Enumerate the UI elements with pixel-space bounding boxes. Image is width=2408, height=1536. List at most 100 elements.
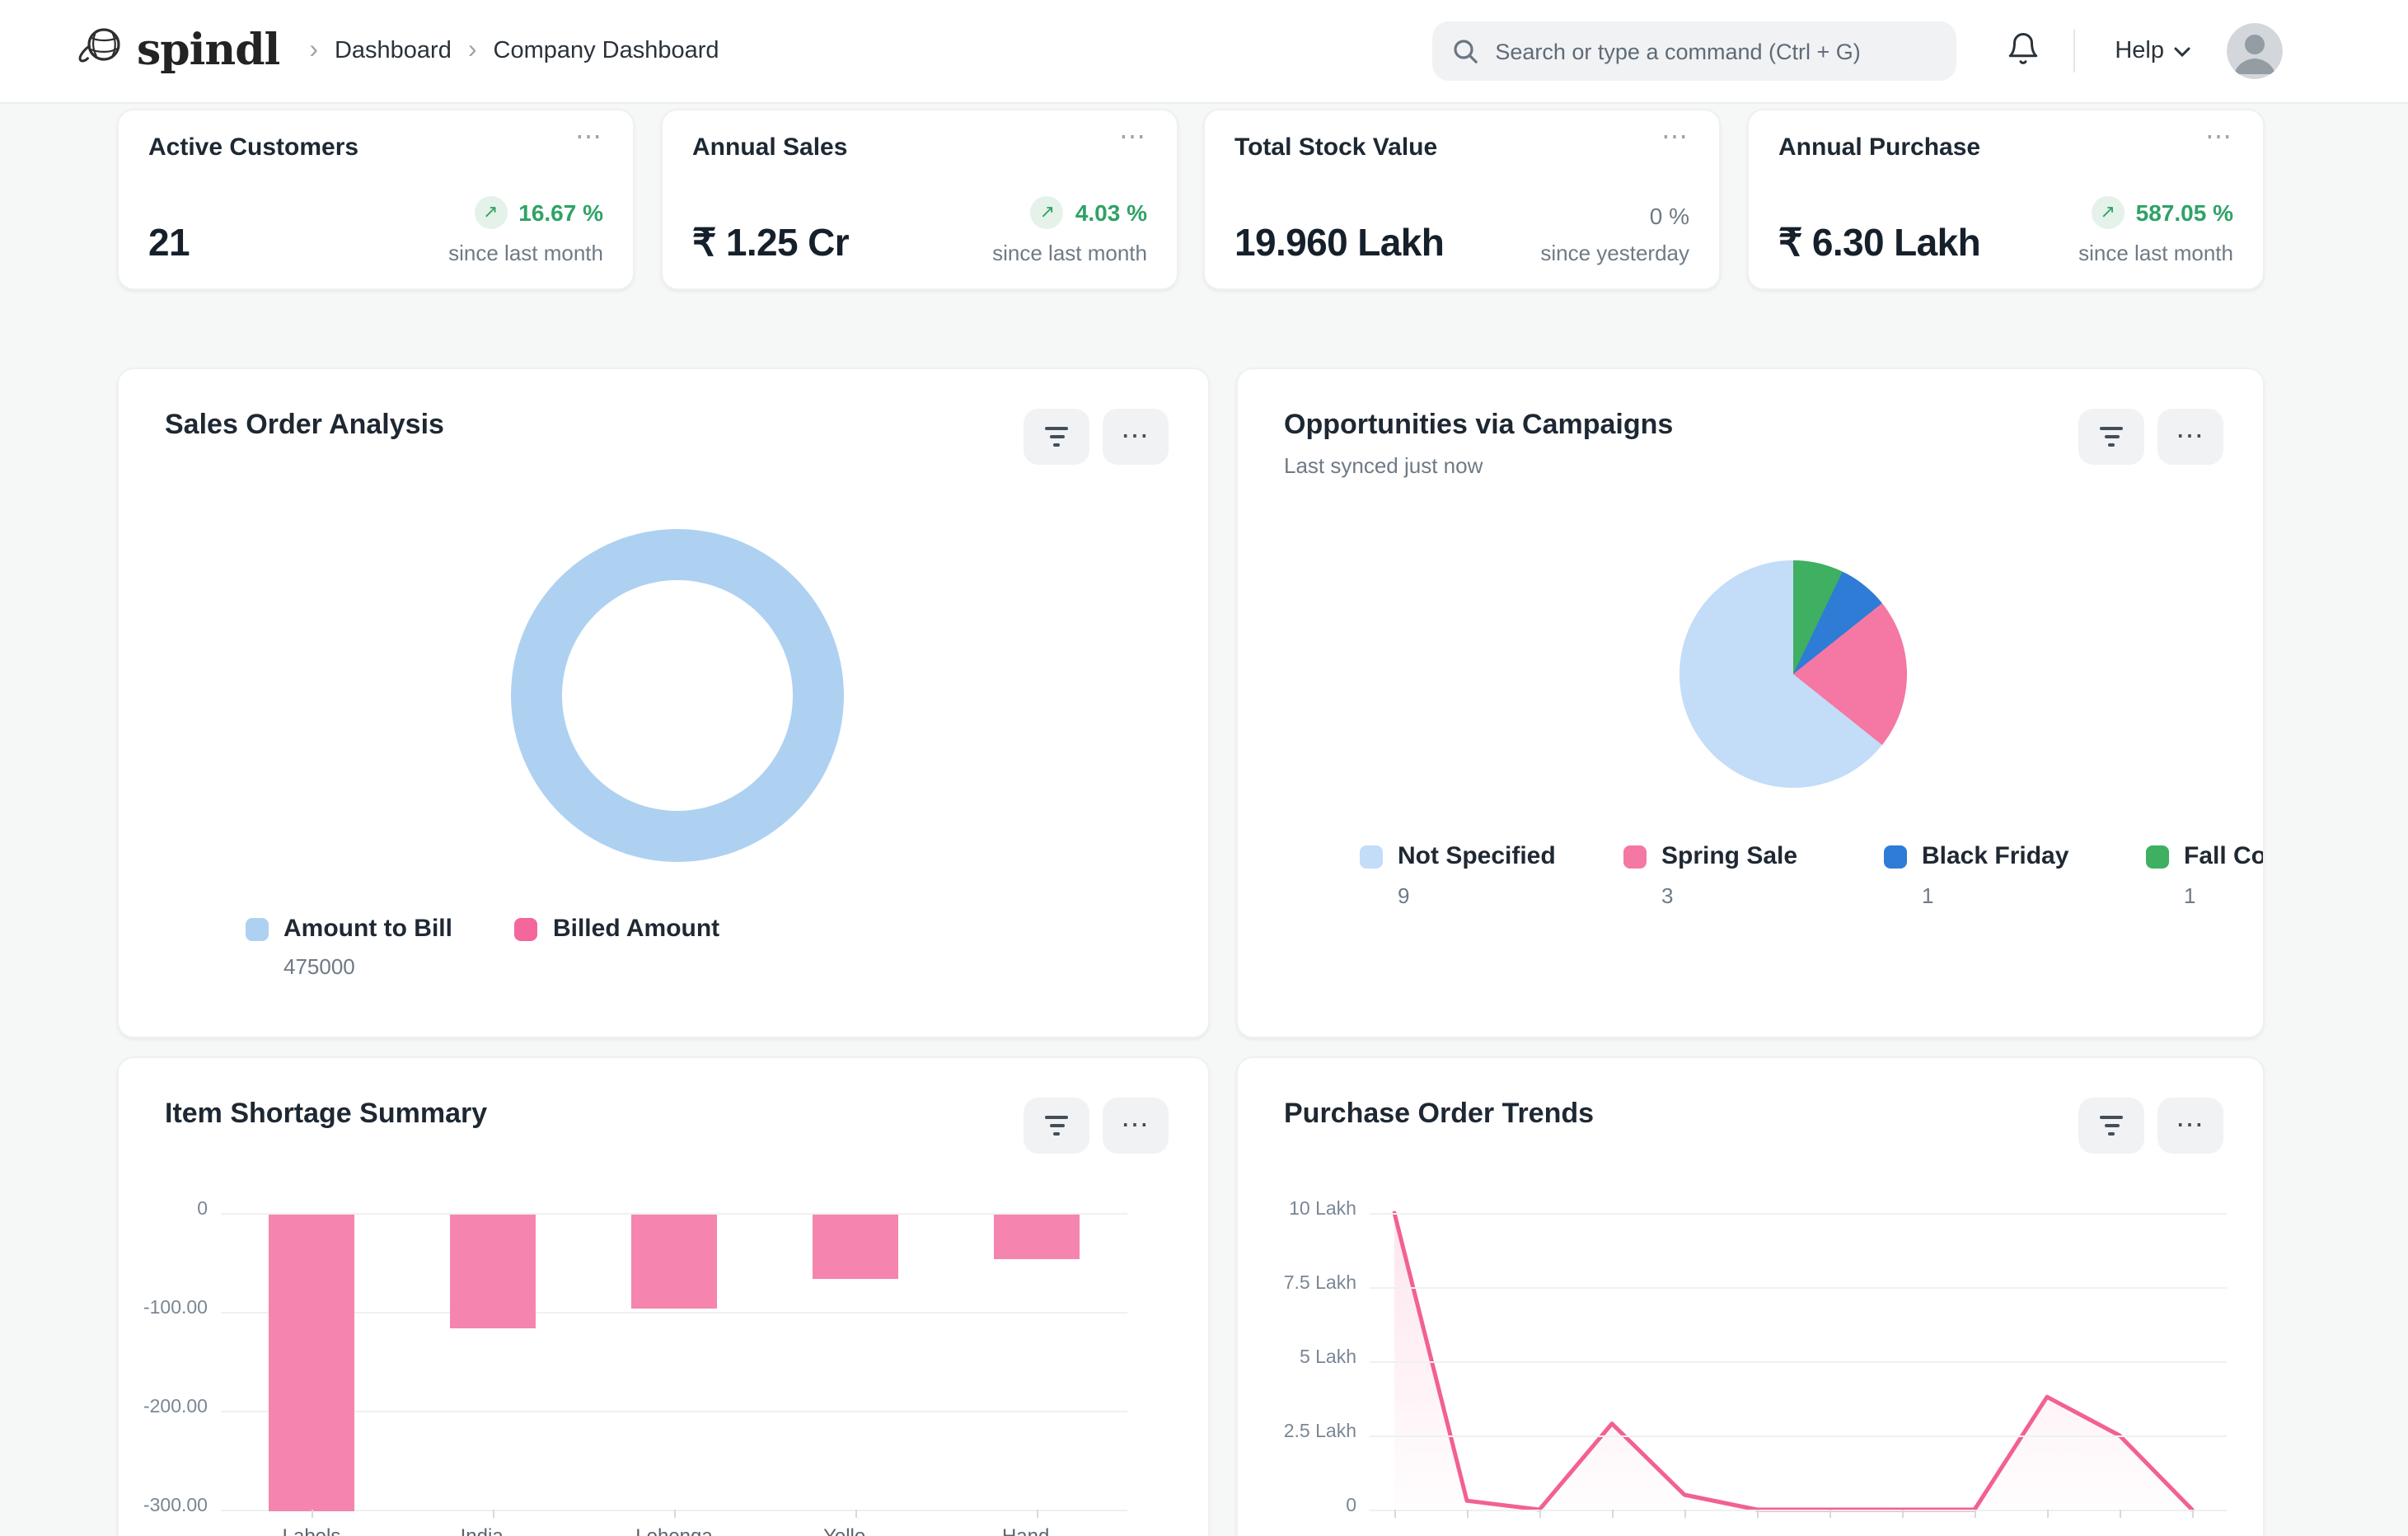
kpi-change: 0 %: [1649, 203, 1689, 229]
x-axis-label: ...: [2183, 1524, 2201, 1536]
card-title: Sales Order Analysis: [165, 409, 444, 440]
x-axis-label: ...: [2111, 1524, 2129, 1536]
trend-up-icon: ↗: [474, 196, 508, 229]
more-button[interactable]: ⋯: [1103, 409, 1169, 465]
notifications-button[interactable]: [2003, 28, 2044, 74]
breadcrumb: › Dashboard › Company Dashboard: [309, 36, 719, 64]
gridline: [221, 1312, 1127, 1314]
legend-item-fall-collection[interactable]: Fall Coll 1: [2146, 842, 2263, 908]
x-axis-label: ...: [1965, 1524, 1984, 1536]
x-axis-label: Labels: [282, 1524, 341, 1536]
filter-button[interactable]: [1024, 409, 1089, 465]
chevron-down-icon: [2174, 45, 2190, 57]
trend-line: [1392, 1211, 2195, 1512]
bar-India ...[interactable]: [450, 1215, 536, 1328]
legend-value: 1: [1922, 883, 1934, 908]
bell-icon: [2006, 31, 2040, 71]
more-button[interactable]: ⋯: [1103, 1098, 1169, 1154]
user-avatar[interactable]: [2227, 23, 2283, 79]
kpi-value: 21: [148, 221, 190, 264]
gridline: [1370, 1510, 2227, 1511]
y-axis-label: 2.5 Lakh: [1283, 1422, 1356, 1442]
bar-chart[interactable]: [221, 1213, 1127, 1511]
x-axis-label: ...: [1820, 1524, 1839, 1536]
y-axis-label: 5 Lakh: [1299, 1348, 1356, 1368]
y-axis-label: 10 Lakh: [1289, 1200, 1356, 1220]
search-icon: [1452, 38, 1478, 64]
x-axis-label: ...: [1603, 1524, 1621, 1536]
filter-icon: [2100, 427, 2123, 430]
trend-up-icon: ↗: [1030, 196, 1064, 229]
pie-chart[interactable]: [1680, 560, 1907, 788]
kpi-period: since last month: [2078, 241, 2233, 265]
x-axis-label: India ...: [460, 1524, 526, 1536]
x-axis-label: Lehenga: [635, 1524, 713, 1536]
y-axis-label: 0: [1346, 1496, 1356, 1516]
kpi-period: since last month: [992, 241, 1147, 265]
bar-Hand ...[interactable]: [994, 1215, 1080, 1259]
y-axis-label: 0: [197, 1200, 208, 1220]
donut-chart[interactable]: [511, 529, 844, 862]
legend-item-spring-sale[interactable]: Spring Sale 3: [1623, 842, 1871, 908]
filter-icon: [2100, 1116, 2123, 1119]
x-axis-label: ...: [1748, 1524, 1766, 1536]
filter-button[interactable]: [2078, 409, 2144, 465]
legend-item-amount-to-bill[interactable]: Amount to Bill: [246, 915, 452, 943]
kpi-title: Annual Sales: [692, 133, 848, 162]
search-input[interactable]: [1492, 37, 1937, 65]
item-shortage-summary-card: Item Shortage Summary ⋯ 0 -100.00 -200.00 -…: [117, 1056, 1210, 1536]
kpi-more-icon[interactable]: ⋯: [1119, 124, 1147, 152]
gridline: [221, 1213, 1127, 1215]
more-button[interactable]: ⋯: [2157, 1098, 2223, 1154]
line-chart-x-ticks: [1238, 1510, 2263, 1520]
bar-Yello ...[interactable]: [813, 1215, 898, 1279]
line-chart[interactable]: [1370, 1211, 2227, 1512]
y-axis-label: 7.5 Lakh: [1283, 1274, 1356, 1294]
x-axis-label: ...: [2038, 1524, 2056, 1536]
filter-icon: [1045, 1116, 1068, 1119]
legend-value: 9: [1398, 883, 1410, 908]
legend-swatch: [1623, 845, 1647, 868]
kpi-card-total-stock-value: Total Stock Value ⋯ 19.960 Lakh 0 % sinc…: [1203, 109, 1721, 290]
kpi-change: ↗ 16.67 %: [448, 196, 603, 229]
legend-swatch: [514, 917, 538, 940]
kpi-more-icon[interactable]: ⋯: [575, 124, 603, 152]
legend-swatch: [2146, 845, 2169, 868]
logo[interactable]: spindl: [76, 25, 280, 77]
more-button[interactable]: ⋯: [2157, 409, 2223, 465]
purchase-order-trends-card: Purchase Order Trends ⋯ 10 Lakh 7.5 Lakh 5…: [1236, 1056, 2265, 1536]
breadcrumb-company-dashboard[interactable]: Company Dashboard: [493, 38, 719, 64]
bar-Lehenga[interactable]: [631, 1215, 717, 1309]
filter-button[interactable]: [1024, 1098, 1089, 1154]
header-divider: [2073, 30, 2076, 73]
kpi-more-icon[interactable]: ⋯: [1661, 124, 1689, 152]
x-axis-label: Yello ...: [823, 1524, 888, 1536]
gridline: [1370, 1435, 2227, 1437]
last-synced-text: Last synced just now: [1284, 453, 1483, 478]
filter-button[interactable]: [2078, 1098, 2144, 1154]
breadcrumb-dashboard[interactable]: Dashboard: [334, 38, 452, 64]
chevron-right-icon: ›: [309, 36, 318, 64]
legend-value: 1: [2184, 883, 2196, 908]
kpi-more-icon[interactable]: ⋯: [2205, 124, 2233, 152]
global-search[interactable]: [1432, 21, 1957, 81]
x-axis-label: ...: [1458, 1524, 1476, 1536]
legend-item-black-friday[interactable]: Black Friday 1: [1884, 842, 2131, 908]
x-axis-label: ...: [1675, 1524, 1694, 1536]
kpi-title: Total Stock Value: [1234, 133, 1438, 162]
kpi-card-annual-sales: Annual Sales ⋯ ₹ 1.25 Cr ↗ 4.03 % since …: [661, 109, 1178, 290]
x-axis-label: ...: [1530, 1524, 1548, 1536]
filter-icon: [1045, 427, 1068, 430]
y-axis-label: -100.00: [143, 1299, 208, 1318]
legend-item-billed-amount[interactable]: Billed Amount: [514, 915, 719, 943]
help-menu[interactable]: Help: [2105, 36, 2200, 66]
bar-Labels[interactable]: [269, 1215, 354, 1511]
gridline: [1370, 1213, 2227, 1215]
legend-item-not-specified[interactable]: Not Specified 9: [1360, 842, 1610, 908]
yarn-ball-icon: [76, 25, 125, 77]
gridline: [1370, 1287, 2227, 1289]
kpi-title: Active Customers: [148, 133, 359, 162]
legend-value: 475000: [283, 954, 355, 979]
kpi-period: since last month: [448, 241, 603, 265]
kpi-value: 19.960 Lakh: [1234, 221, 1445, 264]
